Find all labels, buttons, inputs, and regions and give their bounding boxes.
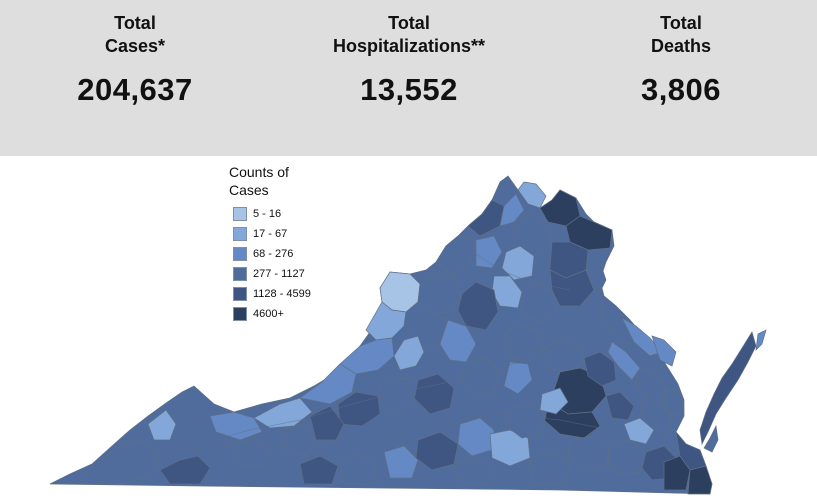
- county-page[interactable]: [475, 235, 503, 269]
- county-patrick[interactable]: [339, 453, 377, 485]
- county-king-george[interactable]: [585, 261, 607, 297]
- county-northampton[interactable]: [703, 424, 719, 453]
- legend-label: 277 - 1127: [253, 268, 305, 280]
- county-orange[interactable]: [521, 283, 557, 323]
- total-hospitalizations-label: Total Hospitalizations**: [332, 13, 486, 56]
- legend-title: Counts of Cases: [229, 164, 289, 198]
- legend-item[interactable]: 1128 - 4599: [229, 284, 339, 304]
- total-cases-value: 204,637: [77, 72, 193, 107]
- county-neck-far[interactable]: [651, 335, 677, 367]
- county-boundary-line: [213, 361, 521, 441]
- county-spotsylvania[interactable]: [549, 269, 595, 307]
- county-southampton[interactable]: [607, 439, 647, 475]
- county-alleghany[interactable]: [299, 363, 357, 405]
- county-chesapeake[interactable]: [663, 455, 691, 491]
- county-newport[interactable]: [639, 395, 673, 435]
- county-mecklenburg[interactable]: [529, 451, 571, 485]
- legend-label: 5 - 16: [253, 208, 282, 220]
- legend-swatch: [233, 247, 247, 261]
- county-highland[interactable]: [339, 337, 395, 375]
- virginia-county-map[interactable]: [0, 156, 817, 504]
- total-cases-stat: Total Cases* 204,637: [5, 12, 265, 108]
- county-buchanan[interactable]: [147, 409, 177, 441]
- county-middlesex[interactable]: [607, 341, 641, 381]
- legend-item[interactable]: 4600+: [229, 304, 339, 324]
- total-deaths-stat: Total Deaths 3,806: [551, 12, 811, 108]
- county-south-central[interactable]: [567, 435, 611, 471]
- county-hanover[interactable]: [543, 339, 585, 373]
- legend-label: 4600+: [253, 308, 284, 320]
- county-tazewell[interactable]: [209, 411, 263, 441]
- county-accomack[interactable]: [699, 331, 757, 446]
- legend-item[interactable]: 17 - 67: [229, 224, 339, 244]
- legend-swatch: [233, 227, 247, 241]
- county-fairfax[interactable]: [539, 189, 581, 227]
- total-deaths-label: Total Deaths: [650, 13, 712, 56]
- county-loudoun[interactable]: [517, 181, 547, 209]
- legend-label: 17 - 67: [253, 228, 288, 240]
- legend-label: 1128 - 4599: [253, 288, 311, 300]
- county-charles-city[interactable]: [605, 391, 635, 421]
- county-halifax[interactable]: [453, 457, 493, 485]
- county-henry[interactable]: [383, 445, 419, 479]
- county-virginia-beach[interactable]: [687, 465, 713, 495]
- island: [755, 329, 767, 351]
- county-buckingham[interactable]: [461, 357, 501, 397]
- county-pulaski[interactable]: [281, 423, 317, 457]
- legend-item[interactable]: 68 - 276: [229, 244, 339, 264]
- total-cases-label: Total Cases*: [104, 13, 166, 56]
- county-smyth[interactable]: [229, 437, 271, 467]
- county-boundary-line: [429, 299, 601, 353]
- total-deaths-value: 3,806: [640, 72, 722, 107]
- county-wise[interactable]: [159, 455, 211, 485]
- county-clarke[interactable]: [499, 193, 525, 227]
- county-albemarle[interactable]: [457, 281, 499, 331]
- county-amelia[interactable]: [505, 403, 547, 439]
- county-carroll[interactable]: [299, 455, 339, 485]
- county-goochland[interactable]: [503, 361, 533, 395]
- legend-item[interactable]: 277 - 1127: [229, 264, 339, 284]
- county-new-kent[interactable]: [583, 351, 617, 387]
- county-boundary-line: [469, 249, 571, 291]
- county-southwest[interactable]: [79, 439, 161, 485]
- total-hospitalizations-value: 13,552: [360, 72, 458, 107]
- county-mathews[interactable]: [663, 387, 685, 417]
- legend-swatch: [233, 307, 247, 321]
- county-james-city[interactable]: [623, 417, 655, 445]
- legend-swatch: [233, 287, 247, 301]
- stats-band: Total Cases* 204,637 Total Hospitalizati…: [0, 0, 817, 156]
- county-light-east[interactable]: [539, 387, 569, 415]
- legend-swatch: [233, 207, 247, 221]
- legend-items: 5 - 16 17 - 67 68 - 276 277 - 1127 1128 …: [229, 204, 339, 324]
- county-culpeper[interactable]: [501, 245, 535, 281]
- total-hospitalizations-stat: Total Hospitalizations** 13,552: [279, 12, 539, 108]
- map-legend: Counts of Cases 5 - 16 17 - 67 68 - 276 …: [229, 163, 339, 324]
- legend-label: 68 - 276: [253, 248, 294, 260]
- county-boundary-line: [129, 413, 611, 461]
- legend-swatch: [233, 267, 247, 281]
- legend-item[interactable]: 5 - 16: [229, 204, 339, 224]
